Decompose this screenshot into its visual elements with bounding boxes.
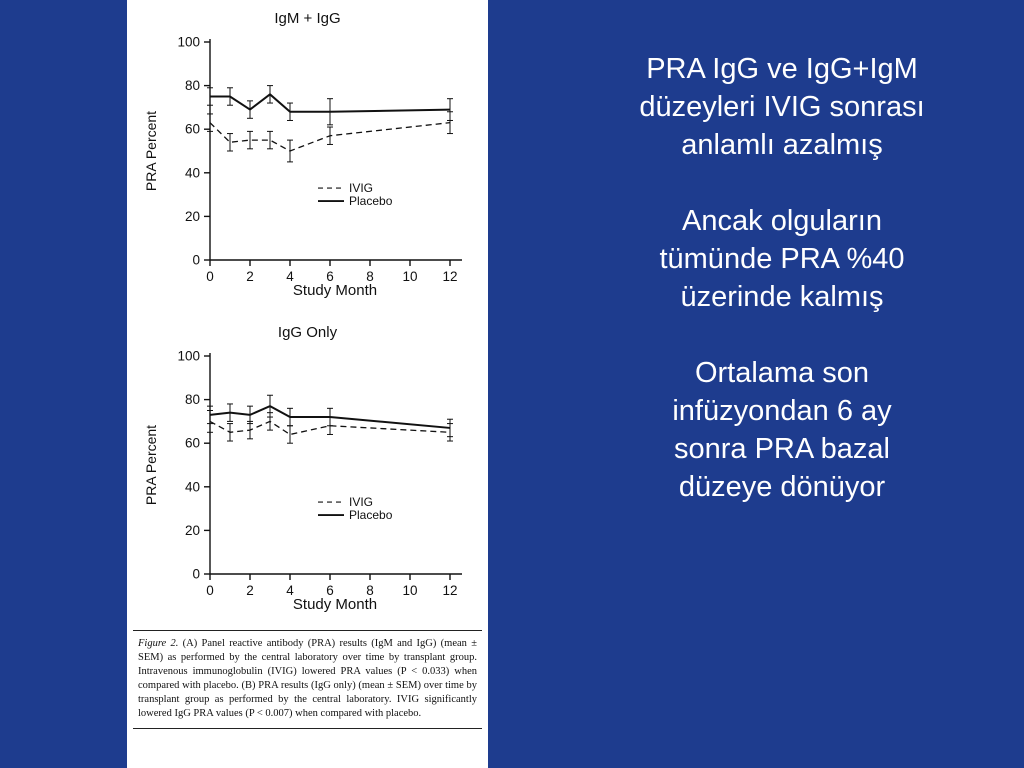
svg-text:0: 0 — [192, 253, 200, 268]
svg-text:20: 20 — [185, 523, 200, 538]
svg-text:0: 0 — [192, 567, 200, 582]
svg-text:IVIG: IVIG — [349, 181, 373, 195]
svg-text:100: 100 — [177, 349, 200, 364]
svg-text:80: 80 — [185, 78, 200, 93]
svg-text:40: 40 — [185, 165, 200, 180]
chart-title-igg-only: IgG Only — [277, 324, 338, 341]
svg-text:4: 4 — [286, 583, 294, 598]
chart-block-igg-only: IgG Only 0 20 40 60 80 100 0 2 4 6 8 10 12 PRA Percen… — [127, 324, 488, 614]
slide-text-paragraph-2: Ancak olguların tümünde PRA %40 üzerinde… — [659, 205, 905, 313]
x-axis-label-igm-igg: Study Month — [292, 282, 378, 299]
svg-text:2: 2 — [246, 269, 254, 284]
slide-text-paragraph-1: PRA IgG ve IgG+IgM düzeyleri IVIG sonras… — [639, 53, 925, 161]
svg-text:40: 40 — [185, 479, 200, 494]
svg-text:80: 80 — [185, 392, 200, 407]
figure-caption: Figure 2. (A) Panel reactive antibody (P… — [133, 630, 482, 729]
svg-text:PRA Percent: PRA Percent — [143, 111, 159, 191]
svg-text:Placebo: Placebo — [349, 194, 393, 208]
chart-title-igm-igg: IgM + IgG — [274, 10, 341, 27]
svg-text:100: 100 — [177, 35, 200, 50]
figure-panel: IgM + IgG 0 20 40 60 80 100 0 2 4 6 8 10 12 PRA Perce… — [127, 0, 488, 768]
igg-only-chart: 0 20 40 60 80 100 0 2 4 6 8 10 12 PRA Percent IVIGPlac… — [143, 349, 462, 598]
svg-text:12: 12 — [442, 269, 457, 284]
svg-text:0: 0 — [206, 269, 214, 284]
svg-text:8: 8 — [366, 583, 374, 598]
svg-text:10: 10 — [402, 583, 417, 598]
svg-text:4: 4 — [286, 269, 294, 284]
svg-text:60: 60 — [185, 122, 200, 137]
chart-block-igm-igg: IgM + IgG 0 20 40 60 80 100 0 2 4 6 8 10 12 PRA Perce… — [127, 10, 488, 300]
svg-text:IVIG: IVIG — [349, 495, 373, 509]
svg-text:PRA Percent: PRA Percent — [143, 425, 159, 505]
x-axis-label-igg-only: Study Month — [292, 596, 378, 613]
slide-text-paragraph-3: Ortalama son infüzyondan 6 ay sonra PRA … — [672, 357, 892, 503]
igm-igg-chart: 0 20 40 60 80 100 0 2 4 6 8 10 12 PRA Percent IVIGPlac… — [143, 35, 462, 284]
svg-text:10: 10 — [402, 269, 417, 284]
svg-text:Placebo: Placebo — [349, 508, 393, 522]
slide-text-panel: PRA IgG ve IgG+IgM düzeyleri IVIG sonras… — [552, 50, 1012, 544]
svg-text:6: 6 — [326, 269, 334, 284]
svg-text:0: 0 — [206, 583, 214, 598]
figure-caption-lead: Figure 2. — [138, 638, 179, 649]
svg-text:12: 12 — [442, 583, 457, 598]
svg-text:2: 2 — [246, 583, 254, 598]
svg-text:20: 20 — [185, 209, 200, 224]
figure-caption-body: (A) Panel reactive antibody (PRA) result… — [138, 638, 477, 719]
svg-text:6: 6 — [326, 583, 334, 598]
svg-text:60: 60 — [185, 436, 200, 451]
svg-text:8: 8 — [366, 269, 374, 284]
